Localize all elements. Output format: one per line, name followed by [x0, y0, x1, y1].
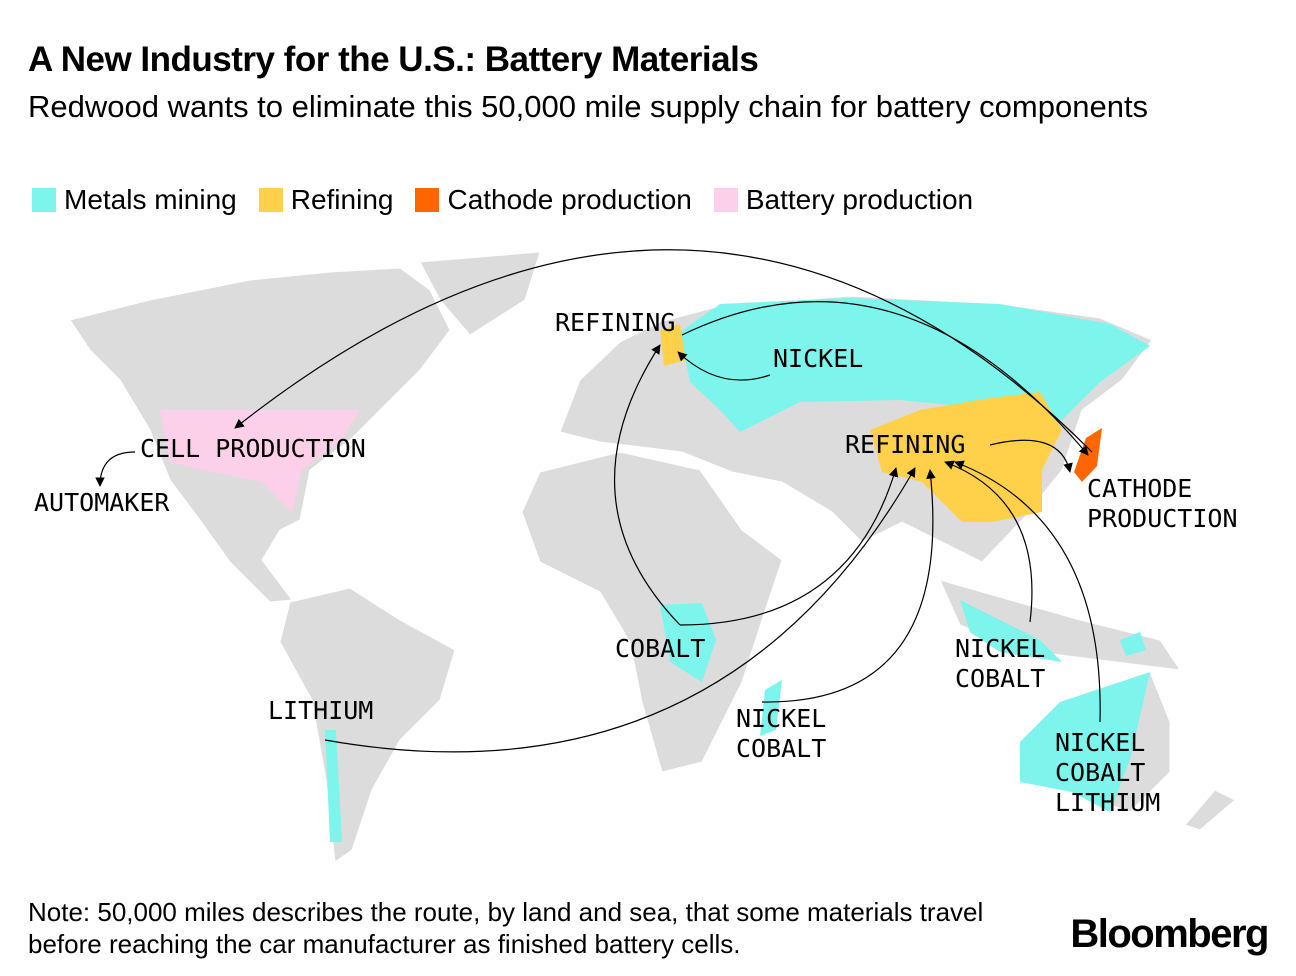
legend-label: Refining	[290, 184, 394, 215]
label-cell-production: CELL PRODUCTION	[140, 434, 366, 463]
region-newcaledonia-mining	[1120, 632, 1146, 656]
footnote: Note: 50,000 miles describes the route, …	[28, 897, 984, 959]
region-congo-mining	[660, 603, 716, 682]
route-indonesia-to-china	[944, 460, 1033, 623]
label-automaker: AUTOMAKER	[34, 488, 170, 517]
route-finland-to-japan	[681, 301, 1089, 456]
route-australia-to-china	[954, 460, 1101, 723]
label-nickel-russia: NICKEL	[773, 344, 864, 373]
region-madagascar-mining	[760, 680, 782, 736]
region-australia-mining	[1020, 672, 1150, 812]
legend-item-mining: Metals mining	[32, 184, 237, 216]
africa	[521, 451, 783, 773]
region-indonesia-mining	[960, 600, 1062, 662]
region-chile-mining	[325, 730, 342, 842]
route-china-to-japan	[989, 439, 1073, 473]
bloomberg-logo: Bloomberg	[1070, 912, 1269, 956]
route-cobalt-to-finland	[614, 344, 681, 626]
chart-subtitle: Redwood wants to eliminate this 50,000 m…	[28, 89, 1149, 124]
region-china-refining	[870, 392, 1062, 522]
label-cobalt-congo: COBALT	[615, 634, 706, 663]
route-madagascar-to-china	[761, 469, 936, 703]
label-australia: NICKEL COBALT LITHIUM	[1055, 728, 1161, 817]
label-madagascar: NICKEL COBALT	[736, 704, 827, 763]
legend-swatch	[258, 188, 283, 212]
route-nickel-to-finland	[677, 351, 771, 381]
legend-item-cathode: Cathode production	[415, 184, 692, 216]
route-japan-to-us	[234, 249, 1093, 453]
label-refining-europe: REFINING	[555, 308, 676, 337]
legend-item-refining: Refining	[258, 184, 394, 216]
route-cobalt-to-china	[679, 467, 899, 626]
region-us-battery	[160, 410, 360, 512]
chart-title: A New Industry for the U.S.: Battery Mat…	[28, 40, 759, 79]
south-america	[279, 587, 456, 863]
legend-item-battery: Battery production	[713, 184, 974, 216]
legend-label: Metals mining	[64, 184, 237, 215]
legend-label: Cathode production	[447, 184, 692, 215]
legend-swatch	[32, 188, 56, 212]
legend-swatch	[415, 188, 440, 212]
label-cathode-production: CATHODE PRODUCTION	[1087, 474, 1238, 533]
label-indonesia: NICKEL COBALT	[955, 634, 1046, 693]
label-refining-china: REFINING	[845, 430, 966, 459]
route-cells-to-automaker	[95, 451, 136, 487]
legend-label: Battery production	[745, 184, 974, 215]
greenland	[419, 251, 541, 336]
label-lithium-chile: LITHIUM	[268, 696, 374, 725]
legend-swatch	[713, 188, 738, 212]
legend: Metals mining Refining Cathode productio…	[32, 184, 973, 216]
new-zealand	[1184, 789, 1236, 831]
route-lithium-to-china	[324, 467, 916, 753]
